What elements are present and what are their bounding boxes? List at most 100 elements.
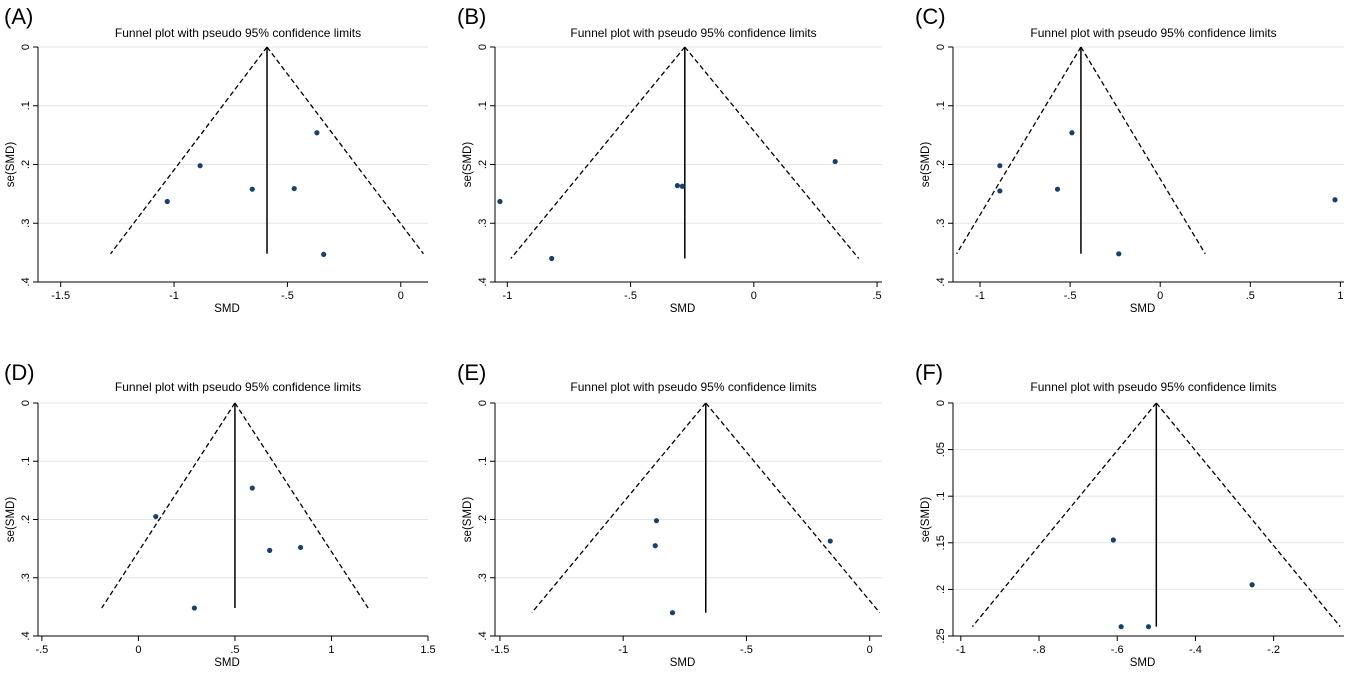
panel-letter: (D) — [4, 360, 35, 385]
x-tick-label: -.5 — [740, 644, 753, 656]
y-tick-label: .2 — [477, 515, 489, 524]
y-tick-label: 0 — [20, 44, 32, 50]
y-tick-label: 0 — [477, 400, 489, 406]
y-tick-label: .1 — [477, 101, 489, 110]
y-tick-label: .1 — [20, 101, 32, 110]
study-point — [321, 251, 327, 257]
y-tick-label: .25 — [935, 628, 947, 643]
study-point — [314, 130, 320, 136]
x-tick-label: 1.5 — [420, 644, 435, 656]
study-point — [997, 163, 1003, 169]
panel-letter: (A) — [4, 4, 33, 29]
study-point — [1110, 537, 1116, 543]
study-point — [1249, 582, 1255, 588]
study-point — [249, 485, 255, 491]
study-point — [153, 513, 159, 520]
y-axis-label: se(SMD) — [5, 142, 17, 188]
funnel-plot-panel-d: (D) Funnel plot with pseudo 95% confidenc… — [4, 360, 436, 669]
x-tick-label: -.5 — [35, 644, 48, 656]
study-point — [1116, 251, 1122, 257]
y-tick-label: .1 — [935, 101, 947, 110]
y-tick-label: .2 — [935, 160, 947, 169]
x-tick-label: 0 — [867, 644, 873, 656]
x-tick-label: -.5 — [1064, 290, 1077, 302]
ci-limit-right — [705, 402, 881, 614]
panel-letter: (C) — [915, 4, 946, 29]
y-tick-label: 0 — [935, 400, 947, 406]
study-point — [497, 198, 503, 205]
x-axis-label: SMD — [1130, 657, 1156, 669]
ci-limit-left — [101, 402, 236, 609]
ci-limit-right — [234, 402, 369, 609]
x-tick-label: -.5 — [281, 290, 294, 302]
panel-letter: (B) — [457, 4, 486, 29]
x-tick-label: -1 — [502, 290, 512, 302]
funnel-plot-panel-c: (C) Funnel plot with pseudo 95% confidenc… — [915, 4, 1344, 315]
y-tick-label: .3 — [935, 219, 947, 228]
study-point — [197, 163, 203, 169]
x-tick-label: -1.5 — [490, 644, 509, 656]
y-tick-label: .4 — [20, 277, 32, 286]
ci-limit-left — [531, 402, 707, 614]
study-point — [267, 547, 273, 553]
y-tick-label: .4 — [20, 631, 32, 640]
study-point — [1054, 186, 1061, 192]
ci-limit-left — [110, 46, 268, 255]
chart-title: Funnel plot with pseudo 95% confidence l… — [115, 380, 361, 394]
x-tick-label: .5 — [230, 644, 239, 656]
y-tick-label: .2 — [477, 160, 489, 169]
study-point — [1332, 197, 1338, 203]
study-point — [1145, 624, 1152, 630]
ci-limit-right — [1155, 402, 1341, 628]
x-axis-label: SMD — [670, 657, 696, 669]
study-point — [291, 185, 297, 192]
x-tick-label: -.8 — [1033, 644, 1046, 656]
funnel-plot-panel-b: (B) Funnel plot with pseudo 95% confidenc… — [457, 4, 882, 315]
study-point — [679, 183, 685, 189]
x-tick-label: -1.5 — [51, 290, 70, 302]
study-point — [1069, 130, 1075, 136]
y-tick-label: .4 — [477, 277, 489, 286]
x-tick-label: .5 — [1246, 290, 1255, 302]
funnel-plot-panel-e: (E) Funnel plot with pseudo 95% confidenc… — [457, 360, 882, 669]
panel-letter: (E) — [457, 360, 486, 385]
study-point — [1118, 624, 1124, 630]
x-tick-label: -.5 — [624, 290, 637, 302]
ci-limit-left — [510, 46, 686, 259]
study-point — [652, 543, 658, 549]
x-tick-label: -.2 — [1267, 644, 1280, 656]
x-tick-label: -1 — [956, 644, 966, 656]
y-axis-label: se(SMD) — [462, 497, 474, 543]
funnel-plot-panel-f: (F) Funnel plot with pseudo 95% confidenc… — [915, 360, 1344, 669]
y-axis-label: se(SMD) — [920, 142, 932, 188]
x-tick-label: -1 — [169, 290, 179, 302]
study-point — [653, 518, 660, 524]
chart-title: Funnel plot with pseudo 95% confidence l… — [1030, 380, 1276, 394]
chart-title: Funnel plot with pseudo 95% confidence l… — [115, 26, 361, 40]
y-axis-label: se(SMD) — [462, 142, 474, 188]
x-tick-label: 0 — [135, 644, 141, 656]
chart-title: Funnel plot with pseudo 95% confidence l… — [570, 380, 816, 394]
y-axis-label: se(SMD) — [920, 497, 932, 543]
ci-limit-right — [684, 46, 860, 259]
x-tick-label: -1 — [975, 290, 985, 302]
y-tick-label: 0 — [20, 400, 32, 406]
y-tick-label: .4 — [477, 631, 489, 640]
x-tick-label: -1 — [618, 644, 628, 656]
y-tick-label: .15 — [935, 535, 947, 550]
y-axis-label: se(SMD) — [5, 497, 17, 543]
ci-limit-left — [971, 402, 1157, 628]
y-tick-label: .1 — [20, 457, 32, 466]
x-tick-label: 0 — [398, 290, 404, 302]
x-axis-label: SMD — [214, 657, 240, 669]
x-tick-label: 0 — [751, 290, 757, 302]
study-point — [191, 605, 197, 611]
x-axis-label: SMD — [670, 303, 696, 315]
y-tick-label: .3 — [20, 573, 32, 582]
study-point — [164, 198, 170, 205]
panel-letter: (F) — [915, 360, 943, 385]
study-point — [827, 538, 833, 544]
x-tick-label: 1 — [328, 644, 334, 656]
y-tick-label: .2 — [935, 585, 947, 594]
study-point — [549, 255, 555, 262]
